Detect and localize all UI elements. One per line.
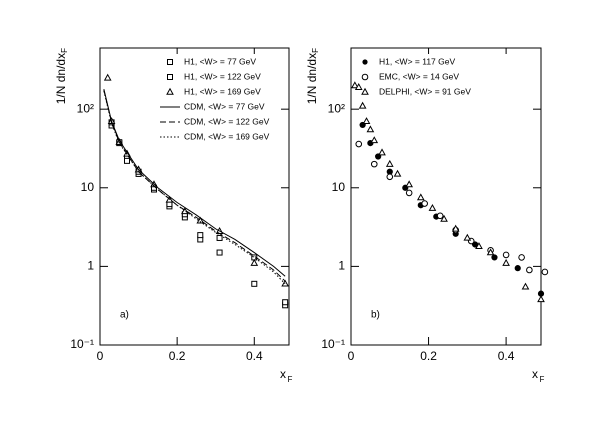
marker: [502, 251, 510, 259]
legend-label: CDM, <W> = 169 GeV: [184, 131, 270, 141]
model-curve: [103, 90, 286, 285]
legend-label: EMC, <W> = 14 GeV: [379, 71, 459, 81]
x-tick-label: 0: [348, 349, 355, 363]
marker: [541, 268, 549, 276]
legend-marker: [361, 87, 369, 95]
marker: [386, 173, 394, 181]
marker: [282, 299, 289, 306]
marker: [358, 101, 367, 109]
legend-label: H1, <W> = 77 GeV: [184, 56, 256, 66]
marker: [463, 233, 472, 241]
marker: [537, 295, 545, 303]
panel-label: a): [120, 310, 129, 321]
marker: [521, 282, 530, 290]
y-tick-label: 10: [81, 180, 95, 194]
legend-label: H1, <W> = 117 GeV: [379, 56, 455, 66]
legend-label: CDM, <W> = 122 GeV: [184, 116, 270, 126]
marker: [354, 83, 363, 90]
marker: [196, 216, 205, 224]
y-axis-label-main: 1/N dn/dx: [54, 53, 68, 104]
marker: [250, 258, 259, 266]
marker: [486, 248, 495, 256]
marker: [526, 266, 533, 274]
legend-label: DELPHI, <W> = 91 GeV: [379, 86, 471, 96]
y-tick-label: 1: [87, 259, 94, 273]
marker: [378, 148, 386, 156]
marker: [518, 254, 525, 261]
legend-marker: [167, 59, 173, 65]
marker: [366, 125, 375, 133]
y-axis-label-sub: F: [60, 48, 69, 53]
legend-marker: [361, 73, 369, 81]
marker: [216, 249, 223, 256]
legend-label: H1, <W> = 122 GeV: [184, 71, 261, 81]
x-tick-label: 0: [97, 349, 104, 363]
marker: [514, 265, 521, 272]
marker: [355, 140, 363, 148]
y-axis-label-main: 1/N dn/dx: [305, 53, 319, 104]
y-tick-label: 10²: [328, 101, 345, 115]
x-axis-label: x: [532, 367, 538, 381]
marker: [491, 254, 498, 261]
y-tick-label: 1: [338, 259, 345, 273]
marker: [103, 73, 112, 81]
marker: [440, 214, 448, 222]
y-tick-label: 10⁻¹: [321, 337, 345, 351]
marker: [216, 234, 223, 241]
y-tick-label: 10²: [77, 101, 94, 115]
y-axis-label: 1/N dn/dxF: [54, 48, 69, 104]
plot-frame: [99, 47, 290, 346]
marker: [124, 157, 130, 164]
marker: [428, 203, 437, 211]
legend-marker: [166, 87, 174, 95]
marker: [436, 212, 444, 220]
marker: [405, 180, 414, 188]
marker: [416, 193, 425, 201]
marker: [393, 169, 402, 177]
marker: [451, 224, 460, 232]
x-tick-label: 0.4: [498, 349, 515, 363]
x-axis-label: x: [280, 367, 286, 381]
x-axis-label-sub: F: [540, 375, 545, 384]
model-curve: [103, 88, 286, 277]
marker: [421, 200, 428, 207]
marker: [362, 117, 371, 125]
x-tick-label: 0.4: [246, 349, 263, 363]
marker: [251, 280, 258, 287]
y-axis-label: 1/N dn/dxF: [305, 48, 320, 104]
y-tick-label: 10⁻¹: [70, 337, 94, 351]
legend-marker: [362, 59, 368, 65]
legend-label: H1, <W> = 169 GeV: [184, 86, 261, 96]
x-tick-label: 0.2: [169, 349, 186, 363]
panel-label: b): [371, 310, 380, 321]
marker: [405, 189, 413, 197]
marker: [351, 81, 359, 89]
y-tick-label: 10: [332, 180, 346, 194]
marker: [502, 258, 510, 266]
x-axis-label-sub: F: [288, 375, 293, 384]
legend-label: CDM, <W> = 77 GeV: [184, 101, 265, 111]
marker: [475, 242, 483, 250]
marker: [197, 232, 204, 239]
marker: [370, 136, 379, 144]
marker: [370, 160, 378, 168]
plot-frame: [350, 47, 542, 346]
legend-marker: [167, 74, 173, 80]
y-axis-label-sub: F: [311, 48, 320, 53]
marker: [385, 159, 394, 167]
x-tick-label: 0.2: [420, 349, 437, 363]
